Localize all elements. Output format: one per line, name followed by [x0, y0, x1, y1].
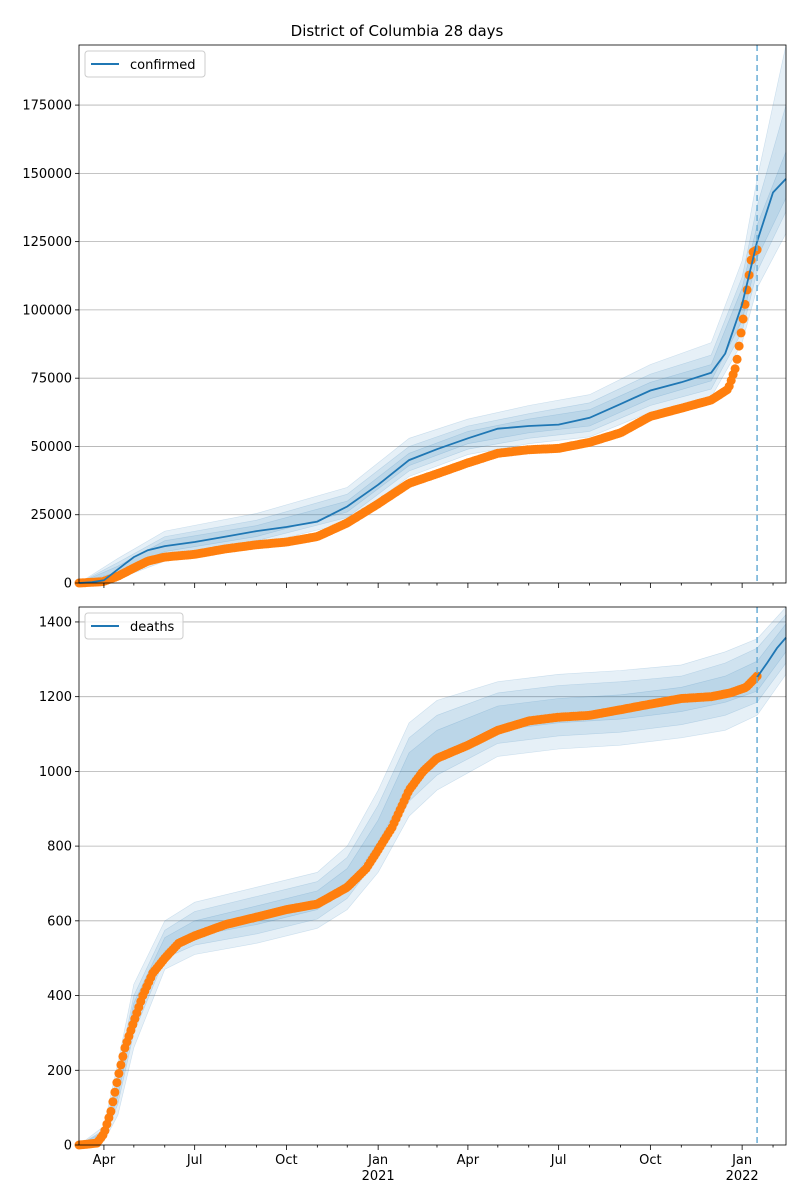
y-tick-label: 0 — [64, 1139, 72, 1154]
confirmed-axes: 0 25000 50000 75000 100000 125000 150000 175000 — [22, 44, 787, 592]
deaths-grid — [79, 621, 786, 1071]
axes-frame — [78, 606, 787, 1146]
y-tick-label: 600 — [47, 914, 72, 929]
legend-box — [84, 50, 206, 78]
legend-label-confirmed: confirmed — [130, 58, 196, 73]
y-tick-label: 150000 — [22, 167, 72, 182]
y-tick-label: 25000 — [31, 508, 72, 523]
confirmed-model-line-group — [78, 178, 787, 584]
observed-point — [730, 364, 740, 374]
y-tick-label: 175000 — [22, 99, 72, 114]
y-tick-label: 1000 — [39, 765, 72, 780]
x-year-label: 2021 — [362, 1169, 395, 1184]
x-tick-label: Jul — [186, 1153, 203, 1168]
x-tick-label: Jan — [367, 1153, 388, 1168]
confirmed-plot-area — [79, 45, 786, 583]
y-tick-label: 400 — [47, 989, 72, 1004]
observed-point — [106, 1106, 116, 1116]
deaths-observed-points — [74, 671, 762, 1150]
confirmed-panel: 0 25000 50000 75000 100000 125000 150000 175000… — [22, 44, 787, 592]
legend-box — [84, 612, 184, 640]
x-tick-label: Oct — [639, 1153, 661, 1168]
axes-frame — [78, 44, 787, 584]
y-tick-label: 200 — [47, 1064, 72, 1079]
x-year-label: 2022 — [726, 1169, 759, 1184]
x-tick-label: Jan — [731, 1153, 752, 1168]
observed-point — [736, 328, 746, 338]
x-tick-label: Jul — [550, 1153, 567, 1168]
observed-point — [738, 314, 748, 324]
x-tick-label: Oct — [275, 1153, 297, 1168]
confirmed-observed-points — [74, 245, 762, 588]
observed-point — [114, 1069, 124, 1078]
y-tick-label: 125000 — [22, 235, 72, 250]
y-tick-label: 800 — [47, 840, 72, 855]
observed-point — [732, 354, 742, 364]
confirmed-grid — [79, 104, 786, 516]
y-tick-label: 0 — [64, 577, 72, 592]
confirmed-legend: confirmed — [84, 50, 206, 78]
observed-point — [118, 1051, 128, 1061]
x-tick-label: Apr — [93, 1153, 116, 1168]
observed-point — [108, 1097, 118, 1107]
x-tick-label: Apr — [457, 1153, 480, 1168]
model-line — [78, 178, 787, 584]
y-tick-label: 100000 — [22, 303, 72, 318]
deaths-legend: deaths — [84, 612, 184, 640]
deaths-model-line-group — [756, 637, 787, 678]
observed-point — [116, 1060, 126, 1070]
legend-label-deaths: deaths — [130, 620, 175, 635]
y-tick-label: 1200 — [39, 690, 72, 705]
y-tick-label: 75000 — [31, 372, 72, 387]
model-line — [756, 637, 787, 678]
observed-point — [112, 1078, 122, 1088]
chart-title: District of Columbia 28 days — [291, 22, 504, 40]
observed-point — [110, 1087, 120, 1097]
y-tick-label: 1400 — [39, 615, 72, 630]
y-tick-label: 50000 — [31, 440, 72, 455]
observed-point — [734, 341, 744, 351]
